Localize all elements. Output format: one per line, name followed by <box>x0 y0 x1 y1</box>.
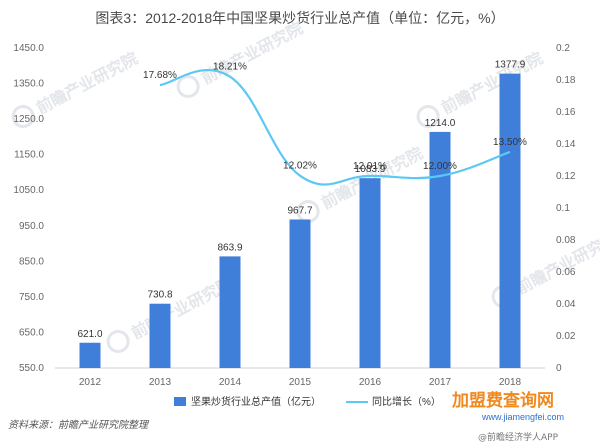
axes: 550.0 650.0 750.0 850.0 950.0 1050.0 1150.0 125… <box>13 43 575 388</box>
bar-value-label: 1377.9 <box>495 60 526 71</box>
bar-value-label: 1083.9 <box>355 164 386 175</box>
y-right-tick-label: 0.08 <box>556 235 576 246</box>
watermark-text: 前瞻产业研究院 <box>198 18 306 87</box>
x-tick-label: 2013 <box>149 377 172 388</box>
y-right-tick-label: 0.04 <box>556 299 576 310</box>
app-watermark-text: @前瞻经济学人APP <box>478 431 559 443</box>
y-left-tick-label: 550.0 <box>19 363 44 374</box>
legend: 坚果炒货行业总产值（亿元） 同比增长（%） <box>174 395 441 408</box>
y-right-tick-label: 0.12 <box>556 171 576 182</box>
watermark-text: 前瞻产业研究院 <box>438 48 546 117</box>
bar <box>79 342 101 368</box>
x-tick-label: 2014 <box>219 377 242 388</box>
bar-value-label: 1214.0 <box>425 118 456 129</box>
bar-value-label: 863.9 <box>217 242 242 253</box>
line-value-label: 17.68% <box>143 70 177 81</box>
watermark-circle-icon <box>416 104 440 128</box>
watermark-text: 前瞻产业研究院 <box>33 48 141 117</box>
line-value-label: 13.50% <box>493 137 527 148</box>
bar-value-label: 967.7 <box>287 205 312 216</box>
x-tick-label: 2017 <box>429 377 452 388</box>
y-left-tick-label: 1250.0 <box>13 114 44 125</box>
line-series: 17.68% 18.21% 12.02% 12.01% 12.00% 13.50% <box>143 62 527 186</box>
y-left-tick-label: 850.0 <box>19 256 44 267</box>
x-tick-label: 2016 <box>359 377 382 388</box>
y-left-tick-label: 1350.0 <box>13 79 44 90</box>
watermark-circle-icon <box>296 199 320 223</box>
bar <box>499 73 521 368</box>
legend-bar-label: 坚果炒货行业总产值（亿元） <box>191 395 321 408</box>
growth-line <box>159 69 511 186</box>
legend-line-label: 同比增长（%） <box>372 395 441 408</box>
watermark-logo: 前瞻产业研究院 <box>176 18 306 98</box>
source-note: 资料来源：前瞻产业研究院整理 <box>8 420 148 431</box>
y-right-tick-label: 0.06 <box>556 267 576 278</box>
bar <box>289 219 311 368</box>
y-right-tick-label: 0 <box>556 363 562 374</box>
bar <box>219 256 241 368</box>
y-right-tick-label: 0.16 <box>556 107 576 118</box>
watermark-circle-icon <box>11 104 35 128</box>
x-tick-label: 2012 <box>79 377 102 388</box>
y-left-tick-label: 1150.0 <box>14 150 44 161</box>
watermark-circle-icon <box>176 74 200 98</box>
site-brand-text: 加盟费查询网 <box>451 390 554 411</box>
line-value-label: 18.21% <box>213 62 247 73</box>
y-left-tick-label: 750.0 <box>19 292 44 303</box>
y-right-tick-label: 0.2 <box>556 43 570 54</box>
x-tick-label: 2015 <box>289 377 312 388</box>
y-right-tick-label: 0.18 <box>556 75 576 86</box>
y-left-tick-label: 1450.0 <box>13 43 44 54</box>
bar-value-label: 730.8 <box>147 290 172 301</box>
site-watermark-bg <box>447 386 597 428</box>
line-value-label: 12.02% <box>283 161 317 172</box>
y-left-tick-label: 950.0 <box>19 221 44 232</box>
bar <box>149 303 171 368</box>
x-tick-label: 2018 <box>499 377 522 388</box>
line-value-label: 12.00% <box>423 161 457 172</box>
y-right-tick-label: 0.14 <box>556 139 576 150</box>
site-url-text: www.jiamengfei.com <box>481 412 564 422</box>
bar <box>359 178 381 368</box>
y-left-tick-label: 650.0 <box>19 327 44 338</box>
bar-value-label: 621.0 <box>77 329 102 340</box>
bar <box>429 131 451 368</box>
bar-series: 621.0 730.8 863.9 967.7 1083.9 1214.0 1377.9 <box>77 60 526 368</box>
y-left-tick-label: 1050.0 <box>13 185 44 196</box>
watermark-circle-icon <box>106 329 130 353</box>
y-right-tick-label: 0.02 <box>556 331 576 342</box>
chart-title: 图表3：2012-2018年中国坚果炒货行业总产值（单位：亿元，%） <box>95 10 505 26</box>
y-right-tick-label: 0.1 <box>556 203 570 214</box>
line-value-label: 12.01% <box>353 161 387 172</box>
legend-bar-swatch <box>174 397 186 406</box>
